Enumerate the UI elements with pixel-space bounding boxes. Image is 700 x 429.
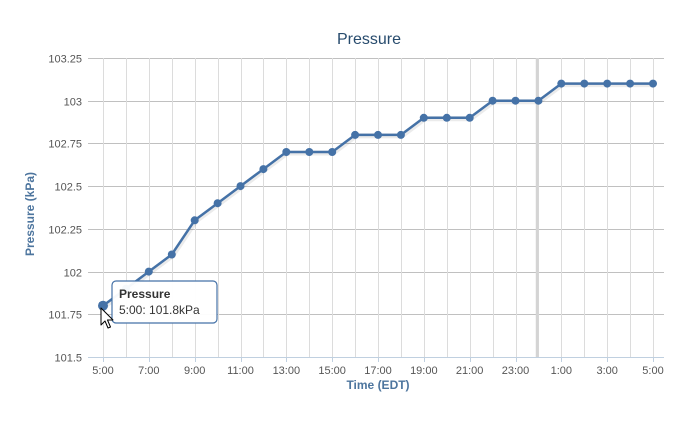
data-point[interactable] <box>328 148 337 156</box>
x-tick-label: 9:00 <box>184 365 205 377</box>
data-point[interactable] <box>557 79 566 88</box>
y-tick-label: 102.5 <box>54 182 82 194</box>
x-tick-label: 21:00 <box>456 365 484 377</box>
data-point[interactable] <box>626 79 635 88</box>
x-tick-label: 19:00 <box>410 365 438 377</box>
data-point[interactable] <box>167 250 176 259</box>
tooltip-box <box>111 280 218 324</box>
data-point[interactable] <box>419 113 428 122</box>
x-tick-label: 13:00 <box>273 365 301 377</box>
chart-title: Pressure <box>337 31 401 48</box>
data-point[interactable] <box>465 113 474 122</box>
tooltip: Pressure 5:00: 101.8kPa <box>111 280 218 324</box>
data-point[interactable] <box>259 165 268 174</box>
y-tick-label: 103 <box>64 97 82 109</box>
x-tick-label: 5:00 <box>642 365 663 377</box>
x-tick-label: 23:00 <box>502 365 530 377</box>
x-tick-label: 1:00 <box>551 365 572 377</box>
midnight-band <box>535 58 539 357</box>
mouse-cursor-icon <box>100 307 114 329</box>
data-point[interactable] <box>488 96 497 105</box>
data-point[interactable] <box>396 130 405 139</box>
x-tick-label: 11:00 <box>227 365 254 377</box>
x-axis-title: Time (EDT) <box>346 378 409 392</box>
data-point[interactable] <box>144 267 153 276</box>
data-point[interactable] <box>603 79 612 88</box>
tooltip-text: 5:00: 101.8kPa <box>119 303 200 317</box>
y-tick-label: 101.75 <box>48 310 82 322</box>
data-point[interactable] <box>374 130 382 139</box>
data-point[interactable] <box>98 300 108 311</box>
data-point[interactable] <box>282 148 291 156</box>
data-point[interactable] <box>649 79 657 88</box>
y-axis-title: Pressure (kPa) <box>23 172 37 256</box>
data-point[interactable] <box>213 199 222 208</box>
y-tick-label: 103.25 <box>48 54 82 66</box>
day-divider <box>535 58 539 357</box>
data-point[interactable] <box>190 216 199 225</box>
x-tick-label: 17:00 <box>364 365 392 377</box>
x-tick-label: 7:00 <box>138 365 159 377</box>
data-point[interactable] <box>580 79 589 88</box>
data-point[interactable] <box>511 96 520 105</box>
series-layer <box>98 79 657 311</box>
y-tick-label: 101.5 <box>54 353 82 365</box>
y-tick-label: 102 <box>64 268 82 280</box>
y-tick-label: 102.25 <box>48 225 82 237</box>
data-point[interactable] <box>351 130 360 139</box>
data-point[interactable] <box>305 148 314 156</box>
x-tick-label: 15:00 <box>318 365 346 377</box>
tooltip-title: Pressure <box>119 287 171 301</box>
y-tick-label: 102.75 <box>48 139 82 151</box>
data-point[interactable] <box>442 113 451 122</box>
data-point[interactable] <box>534 96 543 105</box>
x-tick-label: 5:00 <box>92 365 113 377</box>
axes: 101.5 101.75 102 102.25 102.5 102.75 103 103.25… <box>48 54 664 377</box>
x-tick-label: 3:00 <box>596 365 617 377</box>
data-point[interactable] <box>236 182 245 191</box>
